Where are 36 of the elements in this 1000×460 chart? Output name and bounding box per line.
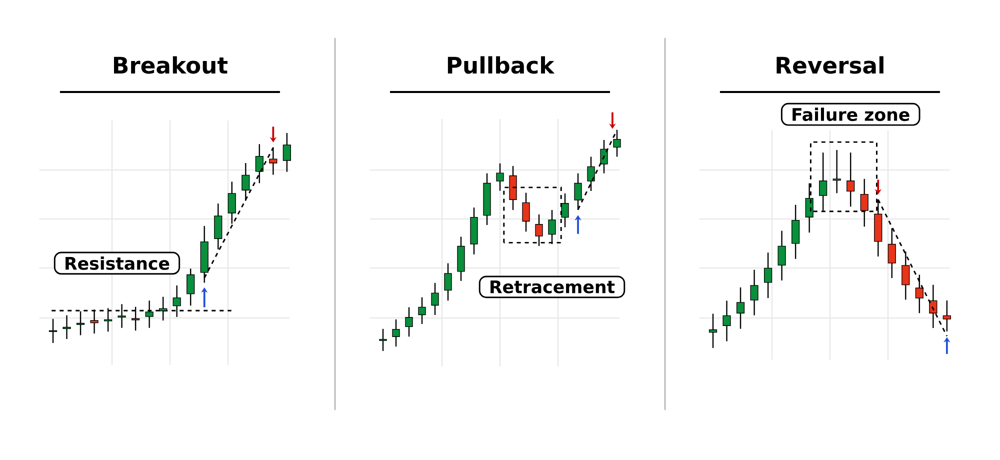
candlestick — [832, 149, 841, 194]
candlestick — [418, 296, 426, 325]
candlestick — [722, 300, 731, 342]
candlestick — [282, 132, 291, 172]
candlestick — [228, 181, 236, 224]
candlestick — [736, 286, 745, 330]
candlestick — [764, 252, 772, 299]
candlestick — [522, 192, 530, 232]
chart-title: Reversal — [776, 56, 884, 74]
candlestick — [214, 202, 222, 250]
candlestick — [600, 139, 608, 174]
chart-title: Breakout — [114, 56, 228, 74]
chart-title: Pullback — [448, 56, 555, 74]
candlestick — [444, 262, 452, 302]
candlestick — [76, 310, 85, 336]
legend-label: Resistance — [66, 256, 170, 270]
candlestick — [708, 313, 718, 349]
candlestick — [62, 314, 71, 340]
candlestick — [242, 162, 250, 202]
candlestick — [915, 274, 924, 314]
candlestick — [186, 268, 195, 306]
candlestick — [405, 306, 413, 338]
candlestick — [496, 162, 504, 192]
candlestick — [888, 228, 896, 279]
candlestick — [792, 204, 800, 260]
candlestick — [587, 156, 595, 192]
candlestick — [778, 230, 786, 282]
candlestick — [379, 328, 387, 352]
text: Failure zone — [792, 108, 910, 122]
candlestick — [929, 284, 938, 329]
candlestick — [750, 269, 758, 316]
candlestick — [431, 282, 439, 316]
candlestick — [846, 152, 855, 208]
candlestick — [902, 250, 910, 300]
annotation: Retracement — [490, 280, 615, 294]
candlestick — [392, 318, 400, 348]
